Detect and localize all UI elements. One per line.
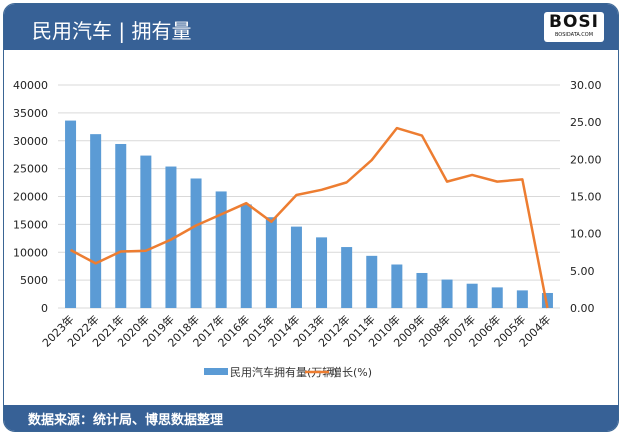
bar — [516, 290, 528, 308]
bar — [416, 272, 428, 308]
bosi-logo: BOSI BOSIDATA.COM — [544, 12, 604, 42]
bar — [240, 204, 252, 308]
bar — [541, 292, 553, 308]
bar — [441, 279, 453, 308]
left-tick-label: 15000 — [13, 218, 48, 231]
logo-text: BOSI — [549, 12, 599, 32]
bar — [90, 134, 102, 308]
right-tick-label: 5.00 — [570, 265, 595, 278]
bar — [140, 155, 152, 308]
header-bar: 民用汽车 | 拥有量 BOSI BOSIDATA.COM — [4, 4, 618, 50]
right-tick-label: 25.00 — [570, 116, 602, 129]
bar — [215, 191, 227, 308]
left-tick-label: 35000 — [13, 107, 48, 120]
left-tick-label: 5000 — [20, 274, 48, 287]
right-tick-label: 0.00 — [570, 302, 595, 315]
left-tick-label: 30000 — [13, 135, 48, 148]
bar — [290, 226, 302, 308]
left-tick-label: 0 — [41, 302, 48, 315]
bar — [391, 264, 403, 308]
left-tick-label: 25000 — [13, 163, 48, 176]
legend-bar-swatch — [204, 368, 228, 375]
legend-bar-label: 民用汽车拥有量(万辆) — [230, 365, 338, 379]
left-tick-label: 20000 — [13, 191, 48, 204]
right-tick-label: 30.00 — [570, 79, 602, 92]
legend-line-label: 增长(%) — [331, 365, 372, 379]
right-tick-label: 10.00 — [570, 228, 602, 241]
bar — [466, 283, 478, 308]
bar — [341, 247, 353, 308]
bar — [366, 255, 378, 308]
page-title: 民用汽车 | 拥有量 — [32, 19, 192, 43]
bar — [265, 217, 277, 308]
left-tick-label: 40000 — [13, 79, 48, 92]
data-source: 数据来源：统计局、博思数据整理 — [28, 413, 224, 428]
left-tick-label: 10000 — [13, 246, 48, 259]
growth-line — [69, 126, 549, 309]
right-tick-label: 15.00 — [570, 191, 602, 204]
bar — [115, 143, 127, 308]
footer-bar: 数据来源：统计局、博思数据整理 — [4, 405, 618, 431]
bar — [65, 120, 77, 308]
bar — [491, 287, 503, 308]
bar — [316, 237, 328, 308]
chart-card: 民用汽车 | 拥有量 BOSI BOSIDATA.COM 数据来源：统计局、博思… — [3, 3, 619, 432]
bar — [190, 178, 202, 308]
logo-subtext: BOSIDATA.COM — [554, 32, 594, 38]
right-tick-label: 20.00 — [570, 153, 602, 166]
bar — [165, 166, 177, 308]
